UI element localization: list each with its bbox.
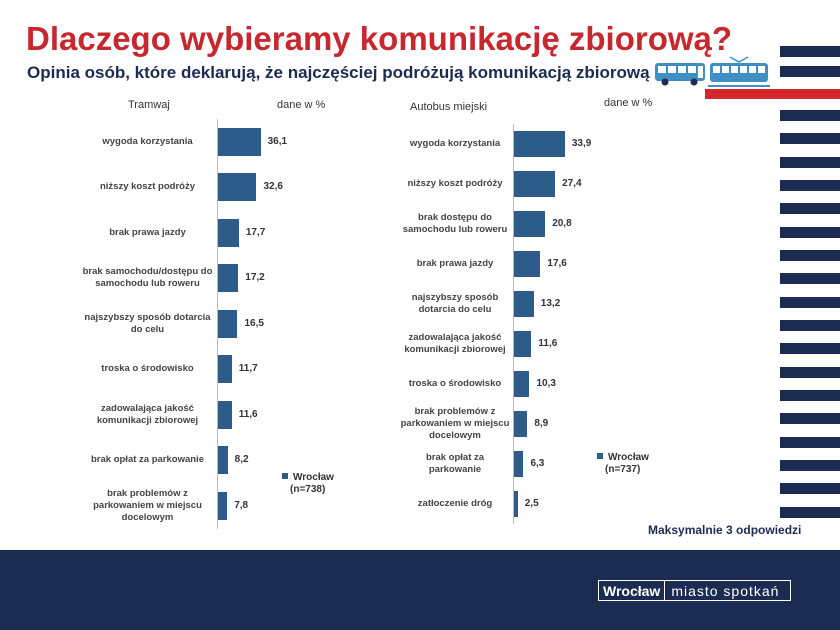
- bar: [218, 355, 232, 384]
- category-label: troska o środowisko: [408, 378, 502, 389]
- value-label: 17,7: [245, 226, 266, 238]
- legend-n: (n=738): [290, 484, 326, 495]
- category-label: niższy koszt podróży: [407, 178, 503, 189]
- category-label: brak prawa jazdy: [416, 258, 494, 269]
- bar: [514, 331, 532, 357]
- bar: [218, 173, 257, 202]
- page-subtitle: Opinia osób, które deklarują, że najczęś…: [27, 63, 650, 82]
- value-label: 27,4: [562, 178, 582, 189]
- legend-swatch: [597, 453, 603, 459]
- bar: [514, 171, 556, 197]
- value-label: 11,6: [238, 408, 258, 420]
- legend: Wrocław (n=738): [282, 472, 334, 496]
- value-label: 2,5: [524, 498, 539, 509]
- bar: [514, 211, 546, 237]
- value-label: 6,3: [530, 458, 545, 469]
- category-label: brak samochodu/dostępu do samochodu lub …: [82, 266, 213, 290]
- category-label: brak dostępu do samochodu lub roweru: [402, 212, 508, 235]
- bus-icon: [654, 60, 706, 93]
- bar: [218, 446, 228, 475]
- bar: [218, 309, 238, 338]
- value-label: 36,1: [267, 135, 288, 147]
- category-label: zatłoczenie dróg: [417, 498, 493, 509]
- category-label: najszybszy sposób dotarcia do celu: [84, 311, 211, 335]
- category-label: zadowalająca jakość komunikacji zbiorowe…: [404, 332, 506, 355]
- accent-red-bar: [705, 89, 840, 99]
- bar: [514, 451, 524, 477]
- bar: [514, 291, 534, 317]
- category-label: brak opłat za parkowanie: [91, 454, 204, 466]
- value-label: 17,6: [547, 258, 567, 269]
- category-label: brak opłat za parkowanie: [425, 452, 485, 475]
- legend-swatch: [282, 473, 288, 479]
- legend: Wrocław (n=737): [597, 452, 649, 476]
- value-label: 8,9: [534, 418, 549, 429]
- value-label: 32,6: [263, 181, 283, 193]
- logo-city: Wrocław: [599, 581, 666, 600]
- value-label: 33,9: [571, 138, 592, 149]
- unit-label: dane w %: [277, 99, 326, 111]
- tram-icon: [708, 56, 770, 93]
- chart-title: Autobus miejski: [410, 101, 488, 113]
- logo-tagline: miasto spotkań: [671, 582, 780, 599]
- legend-label: Wrocław: [608, 452, 649, 463]
- value-label: 20,8: [552, 218, 572, 229]
- category-label: brak problemów z parkowaniem w miejscu d…: [93, 487, 202, 523]
- bar: [218, 491, 228, 520]
- value-label: 11,6: [538, 338, 558, 349]
- category-label: brak prawa jazdy: [109, 226, 186, 238]
- value-label: 7,8: [234, 499, 249, 511]
- bar: [514, 491, 518, 517]
- bar: [514, 131, 565, 157]
- category-label: wygoda korzystania: [102, 135, 193, 147]
- bar: [514, 251, 541, 277]
- city-logo: Wrocław miasto spotkań: [598, 580, 791, 601]
- category-label: troska o środowisko: [101, 363, 194, 375]
- bar-axis: [217, 119, 218, 529]
- bar: [514, 411, 528, 437]
- bar: [218, 218, 239, 247]
- value-label: 17,2: [245, 272, 265, 284]
- value-label: 16,5: [244, 317, 264, 329]
- bar: [514, 371, 530, 397]
- bar: [218, 400, 232, 429]
- note-max-answers: Maksymalnie 3 odpowiedzi: [648, 523, 802, 537]
- bar-axis: [513, 124, 514, 524]
- value-label: 8,2: [234, 454, 249, 466]
- category-label: wygoda korzystania: [409, 138, 501, 149]
- value-label: 11,7: [238, 363, 258, 375]
- value-label: 10,3: [536, 378, 556, 389]
- value-label: 13,2: [540, 298, 561, 309]
- unit-label: dane w %: [604, 97, 653, 109]
- bar: [218, 264, 239, 293]
- footer: [0, 550, 840, 630]
- legend-n: (n=737): [605, 464, 641, 475]
- chart-title: Tramwaj: [128, 99, 170, 111]
- category-label: najszybszy sposób dotarcia do celu: [411, 292, 499, 315]
- bar: [218, 127, 261, 156]
- page-title: Dlaczego wybieramy komunikację zbiorową?: [26, 20, 733, 57]
- category-label: zadowalająca jakość komunikacji zbiorowe…: [96, 402, 199, 426]
- category-label: brak problemów z parkowaniem w miejscu d…: [400, 406, 510, 441]
- category-label: niższy koszt podróży: [99, 181, 195, 193]
- legend-label: Wrocław: [293, 472, 334, 483]
